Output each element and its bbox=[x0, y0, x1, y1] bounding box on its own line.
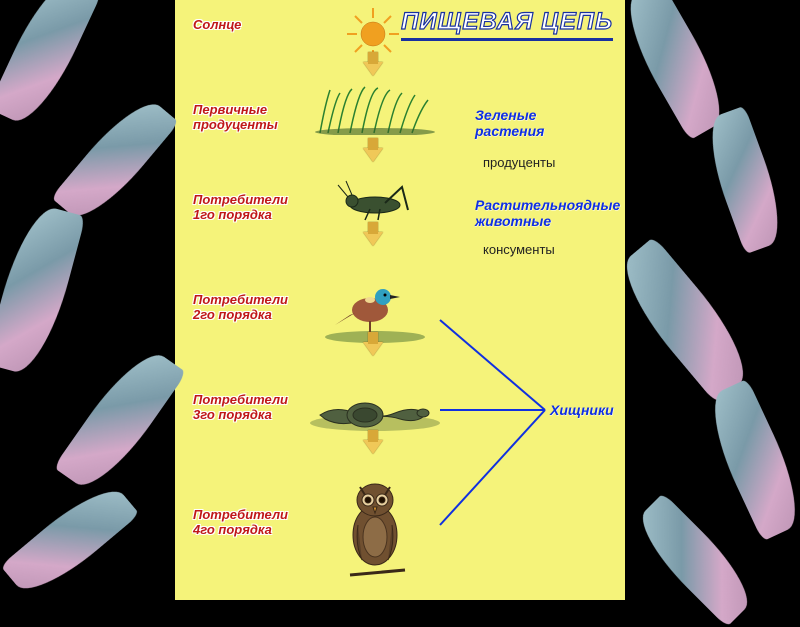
level-label-blue: Зеленыерастения bbox=[475, 107, 544, 139]
bg-leaf bbox=[698, 379, 800, 542]
bg-leaf bbox=[0, 201, 86, 379]
bg-leaf bbox=[0, 476, 139, 604]
flow-arrow-icon bbox=[363, 440, 383, 454]
level-label-black: консументы bbox=[483, 242, 555, 257]
flow-arrow-icon bbox=[363, 342, 383, 356]
bg-leaf bbox=[628, 493, 762, 627]
bg-leaf bbox=[698, 106, 793, 255]
bg-leaf bbox=[51, 90, 179, 229]
level-label-red: Потребители4го порядка bbox=[193, 508, 288, 538]
flow-arrow-icon bbox=[363, 232, 383, 246]
flow-arrow-icon bbox=[363, 148, 383, 162]
level-label-black: продуценты bbox=[483, 155, 555, 170]
bg-leaf bbox=[608, 236, 762, 403]
level-label-red: Потребители1го порядка bbox=[193, 193, 288, 223]
level-label-blue: Растительноядныеживотные bbox=[475, 197, 620, 229]
flow-arrow-icon bbox=[363, 62, 383, 76]
level-label-red: Потребители3го порядка bbox=[193, 393, 288, 423]
level-label-red: Первичныепродуценты bbox=[193, 103, 278, 133]
bg-leaf bbox=[53, 341, 186, 499]
level-label-red: Потребители2го порядка bbox=[193, 293, 288, 323]
level-label-red: Солнце bbox=[193, 18, 241, 33]
bg-leaf bbox=[0, 0, 102, 131]
level-label-blue: Хищники bbox=[550, 402, 614, 418]
diagram-panel: ПИЩЕВАЯ ЦЕПЬ bbox=[175, 0, 625, 600]
